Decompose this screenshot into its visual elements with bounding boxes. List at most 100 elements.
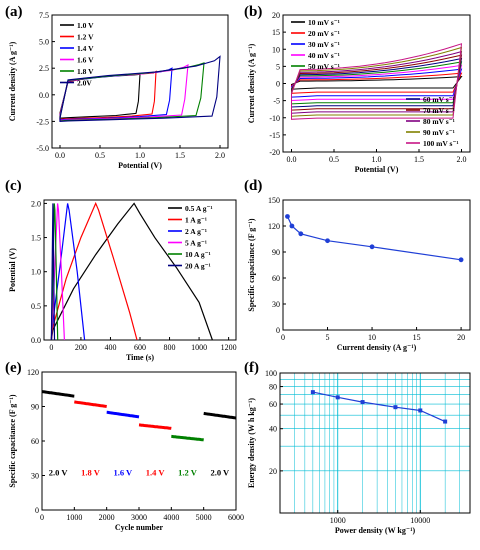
x-tick-label: 20 xyxy=(457,333,465,342)
voltage-annotation: 1.8 V xyxy=(81,468,101,478)
data-point xyxy=(335,395,340,400)
x-tick-label: 0.5 xyxy=(329,155,339,164)
x-tick-label: 1000 xyxy=(330,516,346,525)
x-tick-label: 0.0 xyxy=(287,155,297,164)
legend-label: 5 A g⁻¹ xyxy=(185,239,207,248)
legend-label: 70 mV s⁻¹ xyxy=(423,106,455,115)
y-tick-label: 150 xyxy=(268,196,280,205)
y-tick-label: 30 xyxy=(272,300,280,309)
y-tick-label: 7.5 xyxy=(39,11,49,20)
y-tick-label: 5 xyxy=(276,62,280,71)
legend-label: 1.8 V xyxy=(77,67,94,76)
x-tick-label: 6000 xyxy=(228,513,244,522)
legend-label: 60 mV s⁻¹ xyxy=(423,95,455,104)
legend-label: 1.4 V xyxy=(77,44,94,53)
legend-label: 90 mV s⁻¹ xyxy=(423,128,455,137)
y-tick-label: 100 xyxy=(265,369,277,378)
legend-label: 50 mV s⁻¹ xyxy=(308,62,340,71)
x-tick-label: 10 xyxy=(368,333,376,342)
data-point xyxy=(360,400,365,405)
x-tick-label: 4000 xyxy=(163,513,179,522)
legend-label: 30 mV s⁻¹ xyxy=(308,40,340,49)
gcd-curve xyxy=(50,202,213,341)
y-tick-label: 0.0 xyxy=(39,91,49,100)
y-tick-label: -15 xyxy=(269,131,280,140)
y-tick-label: 5.0 xyxy=(39,38,49,47)
y-tick-label: 90 xyxy=(31,403,39,412)
y-axis-label: Specific capacitance (F g⁻¹) xyxy=(8,394,17,488)
x-axis-label: Potential (V) xyxy=(118,161,162,170)
x-tick-label: 600 xyxy=(134,343,146,352)
data-point xyxy=(458,257,464,263)
cycle-segment xyxy=(106,410,140,419)
x-axis-label: Power density (W kg⁻¹) xyxy=(335,526,416,535)
data-point xyxy=(298,231,304,237)
y-axis-label: Energy density (W h kg⁻¹) xyxy=(247,398,256,488)
cycle-segment xyxy=(138,423,172,430)
x-tick-label: 1000 xyxy=(191,343,207,352)
panel-label: (c) xyxy=(5,178,22,194)
voltage-annotation: 1.2 V xyxy=(178,468,198,478)
x-tick-label: 1000 xyxy=(66,513,82,522)
panel-label: (e) xyxy=(5,360,22,376)
y-tick-label: 10 xyxy=(272,45,280,54)
data-point xyxy=(285,214,290,219)
x-tick-label: 15 xyxy=(413,333,421,342)
x-tick-label: 1.5 xyxy=(175,151,185,160)
panel-c: (c) Time (s) Potential (V) 0 200 400 600 800 100… xyxy=(5,178,237,362)
y-tick-label: 60 xyxy=(269,400,277,409)
legend-label: 20 mV s⁻¹ xyxy=(308,29,340,38)
x-tick-label: 2000 xyxy=(99,513,115,522)
panel-e: (e) Cycle number Specific capacitance (F g… xyxy=(5,360,244,532)
legend-label: 10 mV s⁻¹ xyxy=(308,18,340,27)
legend-label: 80 mV s⁻¹ xyxy=(423,117,455,126)
y-tick-label: -20 xyxy=(269,148,280,157)
y-tick-label: 120 xyxy=(268,222,280,231)
y-tick-label: 60 xyxy=(31,437,39,446)
x-axis-label: Time (s) xyxy=(126,353,154,362)
x-tick-label: 5000 xyxy=(196,513,212,522)
panel-b: (b) Potential (V) Current density (A g⁻¹) 0… xyxy=(244,4,471,174)
gcd-curve xyxy=(50,203,56,341)
y-tick-label: 0 xyxy=(276,326,280,335)
x-axis-label: Cycle number xyxy=(115,523,164,532)
plot-frame xyxy=(279,372,471,514)
legend-label: 2.0V xyxy=(77,79,92,88)
x-tick-label: 0 xyxy=(40,513,44,522)
y-tick-label: -2.5 xyxy=(36,117,49,126)
y-axis-label: Potential (V) xyxy=(8,248,17,292)
cycle-segment xyxy=(171,434,204,442)
y-tick-label: 0.5 xyxy=(31,302,41,311)
cv-curve xyxy=(59,55,221,122)
y-tick-label: 0 xyxy=(276,80,280,89)
legend-label: 1.2 V xyxy=(77,33,94,42)
legend-label: 1 A g⁻¹ xyxy=(185,216,207,225)
cycle-segment xyxy=(203,411,237,420)
y-axis-label: Specific capacitance (F g⁻¹) xyxy=(247,218,256,312)
voltage-annotation: 2.0 V xyxy=(210,468,230,478)
y-tick-label: 30 xyxy=(31,472,39,481)
legend-label: 1.0 V xyxy=(77,21,94,30)
y-tick-label: 2.5 xyxy=(39,64,49,73)
x-tick-label: 10000 xyxy=(410,516,430,525)
y-tick-label: 20 xyxy=(269,467,277,476)
y-tick-label: 120 xyxy=(27,368,39,377)
y-tick-label: 80 xyxy=(269,383,277,392)
x-tick-label: 400 xyxy=(104,343,116,352)
y-tick-label: -5.0 xyxy=(36,144,49,153)
x-tick-label: 3000 xyxy=(131,513,147,522)
voltage-annotation: 1.4 V xyxy=(146,468,166,478)
y-tick-label: 2.0 xyxy=(31,199,41,208)
x-axis-label: Potential (V) xyxy=(355,165,399,174)
cv-curve xyxy=(59,62,205,122)
panel-f: (f) Power density (W kg⁻¹) Energy density … xyxy=(244,360,471,535)
voltage-annotation: 2.0 V xyxy=(49,468,69,478)
y-tick-label: 1.0 xyxy=(31,268,41,277)
y-axis-label: Current density (A g⁻¹) xyxy=(8,41,17,121)
legend-label: 100 mV s⁻¹ xyxy=(423,139,459,148)
plot-frame xyxy=(41,371,237,511)
data-point xyxy=(418,408,423,413)
data-point xyxy=(443,419,448,424)
x-tick-label: 0 xyxy=(49,343,53,352)
